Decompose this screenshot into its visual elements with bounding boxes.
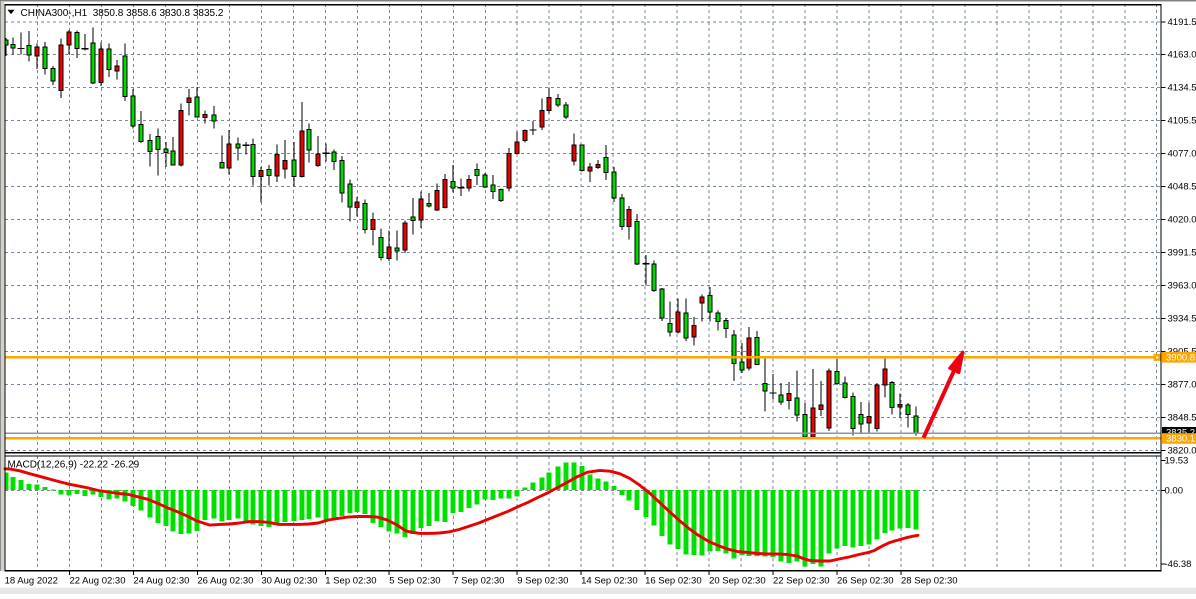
svg-text:28 Sep 02:30: 28 Sep 02:30 xyxy=(901,575,958,586)
svg-text:22 Sep 02:30: 22 Sep 02:30 xyxy=(773,575,830,586)
svg-text:3934.5: 3934.5 xyxy=(1168,314,1196,325)
svg-text:9 Sep 02:30: 9 Sep 02:30 xyxy=(517,575,568,586)
svg-text:3848.5: 3848.5 xyxy=(1168,412,1196,423)
svg-text:4105.5: 4105.5 xyxy=(1168,116,1196,127)
svg-text:4163.0: 4163.0 xyxy=(1168,50,1196,61)
svg-text:7 Sep 02:30: 7 Sep 02:30 xyxy=(453,575,504,586)
svg-text:1 Sep 02:30: 1 Sep 02:30 xyxy=(325,575,376,586)
svg-text:5 Sep 02:30: 5 Sep 02:30 xyxy=(389,575,440,586)
svg-text:CHINA300-,H1 3850.8 3858.6 38: CHINA300-,H1 3850.8 3858.6 3830.8 3835.2 xyxy=(21,8,224,19)
svg-text:30 Aug 02:30: 30 Aug 02:30 xyxy=(261,575,317,586)
svg-text:MACD(12,26,9) -22.22 -26.29: MACD(12,26,9) -22.22 -26.29 xyxy=(8,459,140,470)
svg-text:19.53: 19.53 xyxy=(1165,456,1189,467)
svg-text:-46.38: -46.38 xyxy=(1165,559,1192,570)
svg-text:20 Sep 02:30: 20 Sep 02:30 xyxy=(709,575,766,586)
svg-text:26 Aug 02:30: 26 Aug 02:30 xyxy=(197,575,253,586)
svg-text:3877.0: 3877.0 xyxy=(1168,379,1196,390)
svg-text:3900.8: 3900.8 xyxy=(1166,352,1195,363)
svg-text:14 Sep 02:30: 14 Sep 02:30 xyxy=(581,575,638,586)
svg-text:4048.5: 4048.5 xyxy=(1168,182,1196,193)
svg-text:4077.0: 4077.0 xyxy=(1168,149,1196,160)
svg-text:0.00: 0.00 xyxy=(1165,486,1184,497)
svg-text:16 Sep 02:30: 16 Sep 02:30 xyxy=(645,575,702,586)
svg-text:4134.5: 4134.5 xyxy=(1168,83,1196,94)
svg-text:4020.0: 4020.0 xyxy=(1168,215,1196,226)
svg-text:4191.5: 4191.5 xyxy=(1168,17,1196,28)
svg-text:22 Aug 02:30: 22 Aug 02:30 xyxy=(70,575,126,586)
svg-text:26 Sep 02:30: 26 Sep 02:30 xyxy=(837,575,894,586)
svg-text:3991.5: 3991.5 xyxy=(1168,248,1196,259)
svg-text:24 Aug 02:30: 24 Aug 02:30 xyxy=(133,575,189,586)
svg-text:3963.0: 3963.0 xyxy=(1168,281,1196,292)
svg-text:18 Aug 2022: 18 Aug 2022 xyxy=(5,575,58,586)
svg-text:3830.1: 3830.1 xyxy=(1166,434,1195,445)
